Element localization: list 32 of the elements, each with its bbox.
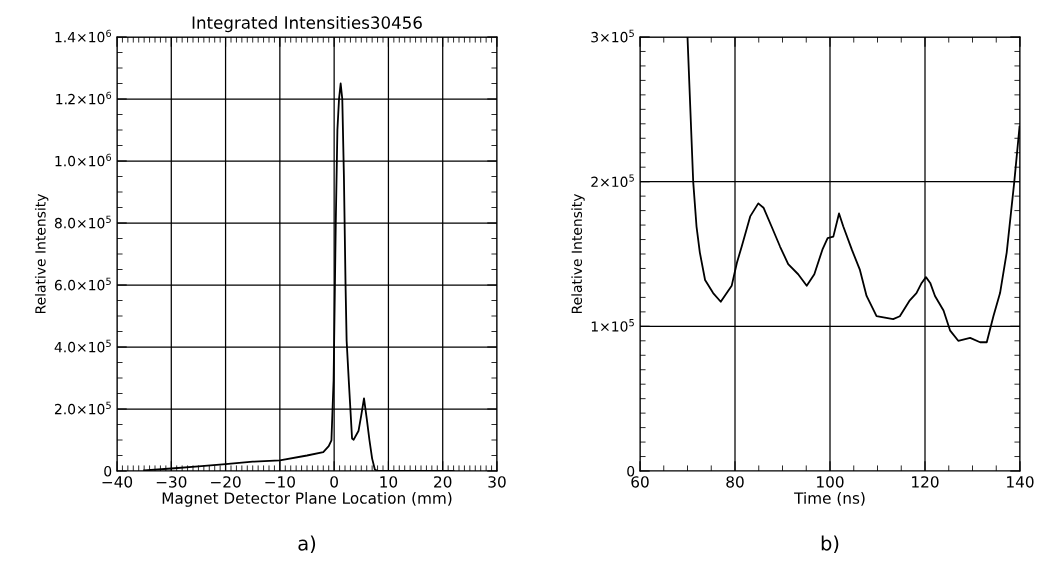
x-tick-label: 0 — [330, 476, 338, 488]
x-axis-title: Magnet Detector Plane Location (mm) — [162, 492, 452, 507]
x-tick-label: 140 — [1007, 476, 1034, 488]
y-tick-label: 3×10$^{5}$ — [591, 29, 634, 43]
y-tick-label: 2.0×10$^{5}$ — [54, 401, 111, 415]
text: b) — [821, 535, 839, 553]
y-tick-label: 2×10$^{5}$ — [591, 174, 634, 188]
x-tick-label: 120 — [912, 476, 939, 488]
chart-title: Integrated Intensities30456 — [192, 16, 422, 33]
x-tick-label: 20 — [434, 476, 452, 488]
x-tick-label: −10 — [265, 476, 295, 488]
y-axis-title: Relative Intensity — [571, 193, 585, 314]
x-tick-label: 10 — [380, 476, 398, 488]
x-tick-label: −40 — [102, 476, 133, 488]
y-tick-label: 1.0×10$^{6}$ — [55, 153, 112, 167]
y-tick-label: 0 — [104, 465, 112, 477]
y-tick-label: 0 — [627, 465, 635, 477]
y-tick-label: 6.0×10$^{5}$ — [54, 277, 111, 291]
x-tick-label: 60 — [631, 476, 649, 488]
y-tick-label: 1×10$^{5}$ — [591, 319, 634, 332]
text: a) — [298, 535, 316, 553]
x-tick-label: −20 — [211, 476, 241, 488]
y-tick-label: 1.2×10$^{6}$ — [56, 91, 112, 105]
x-axis-title: Time (ns) — [794, 492, 865, 506]
x-tick-label: 100 — [817, 476, 844, 488]
y-tick-label: 4.0×10$^{5}$ — [54, 339, 111, 353]
y-tick-label: 1.4×10$^{6}$ — [55, 29, 112, 43]
x-tick-label: −30 — [156, 476, 187, 488]
y-axis-title: Relative Intensity — [34, 193, 49, 314]
x-tick-label: 80 — [726, 476, 744, 488]
y-tick-label: 8.0×10$^{5}$ — [54, 215, 111, 229]
x-tick-label: 30 — [488, 476, 506, 488]
